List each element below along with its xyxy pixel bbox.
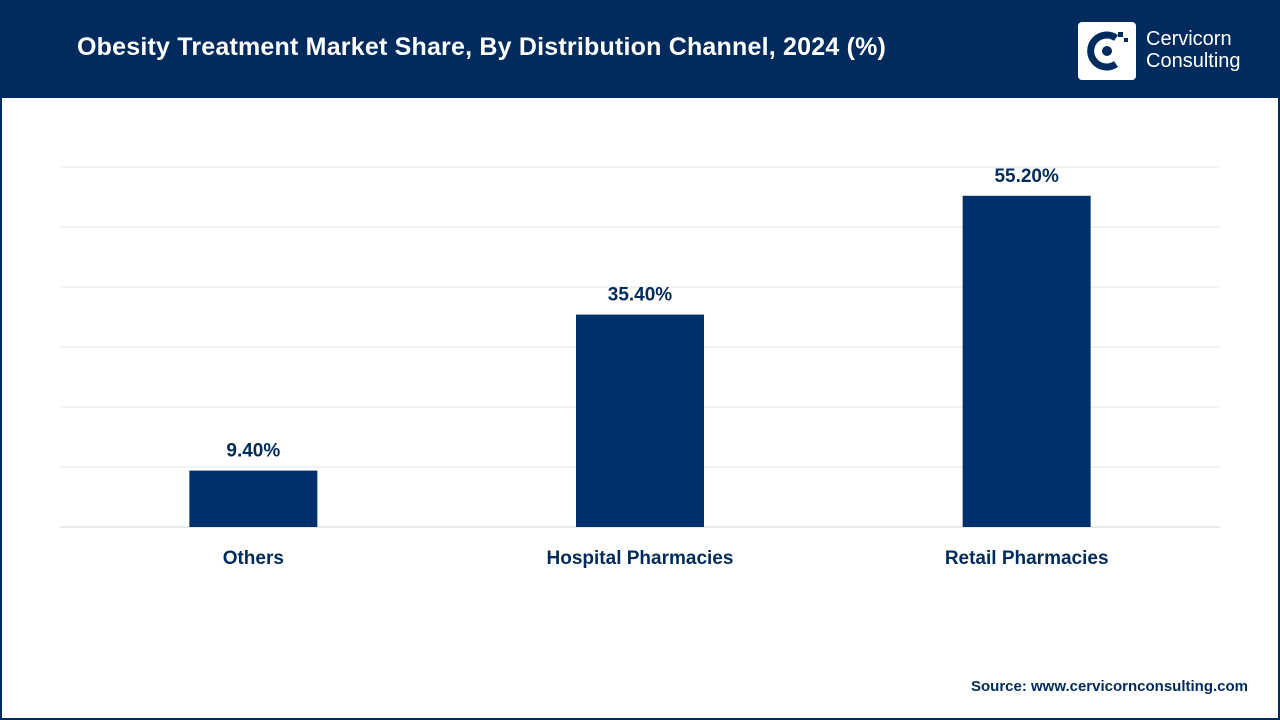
- chart-title: Obesity Treatment Market Share, By Distr…: [77, 33, 887, 61]
- x-tick-label: Retail Pharmacies: [945, 548, 1109, 569]
- data-label: 55.20%: [994, 166, 1059, 187]
- data-label: 35.40%: [608, 285, 673, 306]
- x-tick-label: Others: [223, 548, 284, 569]
- bar-others: [189, 470, 318, 527]
- logo-line-2: Consulting: [1146, 50, 1241, 72]
- bar-hospital-pharmacies: [576, 314, 704, 527]
- bar-retail-pharmacies: [962, 195, 1091, 528]
- data-label: 9.40%: [226, 441, 280, 462]
- x-tick-label: Hospital Pharmacies: [547, 548, 734, 569]
- source-note: Source: www.cervicornconsulting.com: [970, 678, 1248, 695]
- cervicorn-logo-icon: [1078, 22, 1136, 80]
- header-bar: Obesity Treatment Market Share, By Distr…: [2, 2, 1278, 98]
- logo-text: Cervicorn Consulting: [1146, 28, 1241, 72]
- company-logo: Cervicorn Consulting: [1078, 22, 1268, 80]
- logo-line-1: Cervicorn: [1146, 28, 1232, 50]
